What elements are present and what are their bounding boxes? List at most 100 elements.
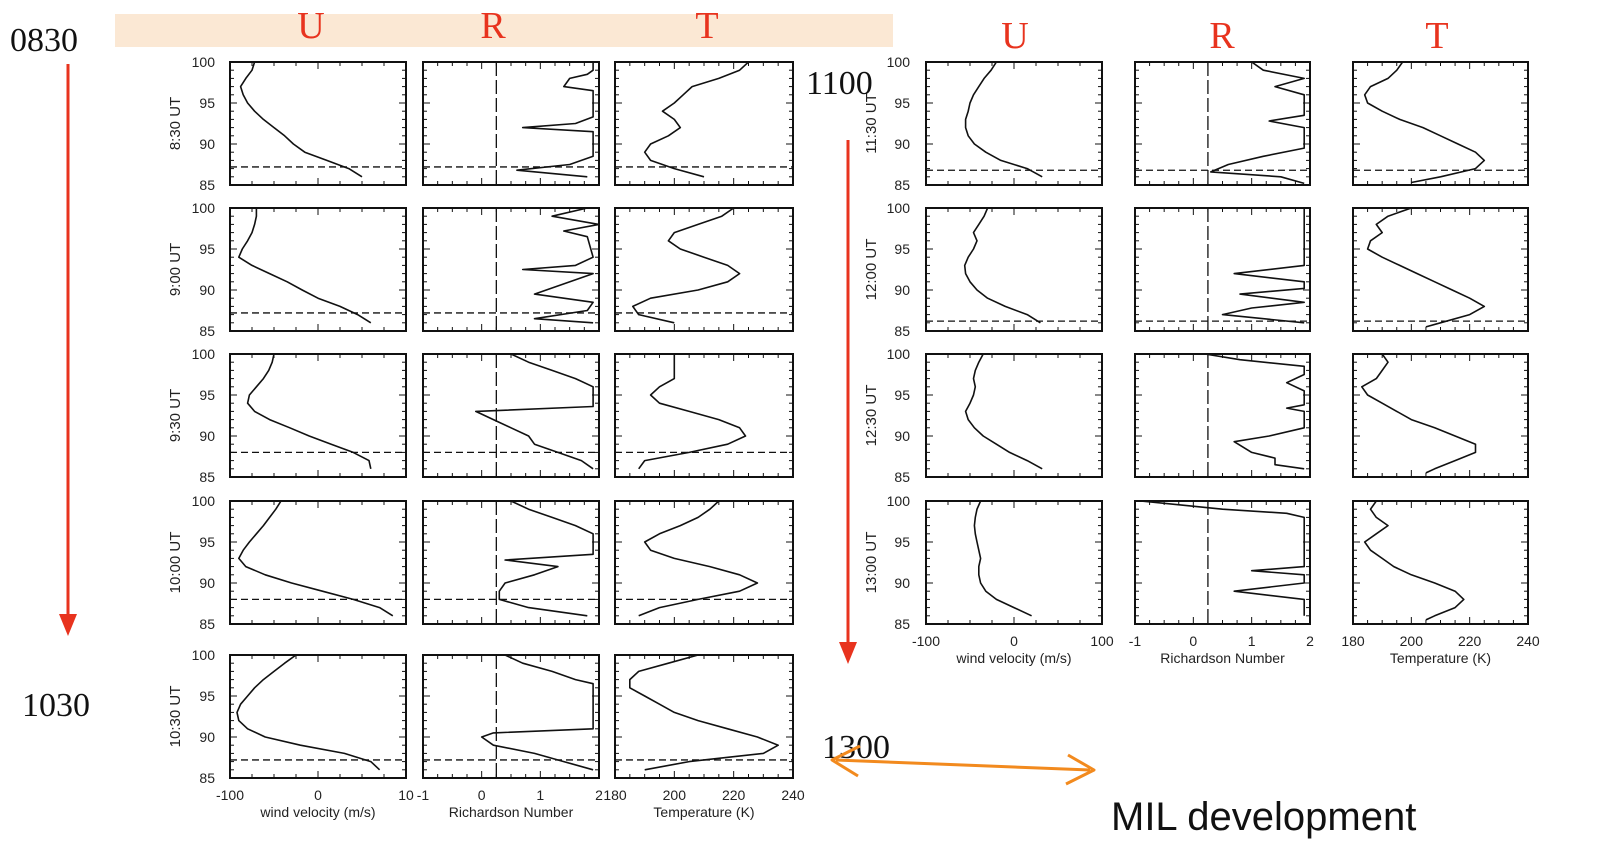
time-arrow-right [839, 140, 857, 664]
profile-line-u [963, 208, 1041, 324]
panel-u-row-3: 85 90 95 100 [192, 346, 407, 485]
y-tick-label: 85 [199, 323, 215, 339]
y-tick-label: 95 [199, 534, 215, 550]
panel-u-row-1: 85 90 95 100 [192, 54, 407, 193]
x-tick-label: 220 [1458, 633, 1482, 649]
x-tick-label: 1 [536, 787, 544, 803]
profile-line-r [480, 655, 594, 771]
panel-r-row-2 [1134, 207, 1311, 332]
x-tick-label: 2 [595, 787, 603, 803]
row-time-label: 8:30 UT [167, 97, 184, 150]
row-time-label: 10:30 UT [167, 686, 184, 748]
x-tick-label: 100 [1090, 633, 1114, 649]
profile-line-r [516, 62, 594, 178]
x-axis-label: Temperature (K) [653, 804, 754, 820]
column-header-r: R [480, 5, 506, 47]
y-tick-label: 85 [894, 469, 910, 485]
profile-line-r [1140, 501, 1305, 616]
panel-frame [614, 500, 794, 625]
panel-u-row-5: 85 90 95 100 -100 0 10 wind velocity (m/s) [192, 647, 414, 820]
profile-line-t [638, 354, 747, 470]
profile-line-t [1363, 62, 1486, 184]
panel-u-row-2: 85 90 95 100 [887, 200, 1103, 339]
end-time-left: 1030 [22, 687, 90, 724]
x-tick-label: -100 [912, 633, 940, 649]
y-tick-label: 95 [199, 688, 215, 704]
mil-double-arrow [830, 744, 1096, 786]
panel-u-row-1: 85 90 95 100 [887, 54, 1103, 193]
x-tick-label: 0 [478, 787, 486, 803]
panel-frame [1134, 353, 1311, 478]
arrow-head [59, 614, 77, 636]
double-arrow-shaft [835, 758, 1091, 772]
profile-line-t [638, 501, 759, 617]
panel-frame [1352, 353, 1529, 478]
panel-frame [1352, 61, 1529, 186]
x-tick-label: 220 [722, 787, 746, 803]
x-tick-label: 180 [603, 787, 627, 803]
y-tick-label: 90 [894, 428, 910, 444]
start-time-right: 1100 [806, 65, 873, 102]
x-tick-label: 0 [1010, 633, 1018, 649]
panel-frame [422, 353, 600, 478]
y-tick-label: 85 [894, 323, 910, 339]
column-header-t: T [1425, 15, 1448, 57]
row-time-label: 12:00 UT [863, 239, 880, 301]
column-header-t: T [695, 5, 718, 47]
y-tick-label: 95 [894, 534, 910, 550]
x-axis-label: Richardson Number [449, 804, 574, 820]
panel-t-row-5: 180 200 220 240 Temperature (K) [603, 654, 805, 820]
row-time-label: 9:00 UT [167, 243, 184, 296]
panel-u-row-3: 85 90 95 100 [887, 346, 1103, 485]
panel-r-row-4 [422, 500, 600, 625]
y-tick-label: 100 [192, 54, 216, 70]
panel-frame [229, 353, 407, 478]
panel-t-row-4: 180 200 220 240 Temperature (K) [1341, 500, 1540, 666]
y-tick-label: 85 [199, 770, 215, 786]
row-time-label: 11:30 UT [863, 93, 880, 154]
y-tick-label: 90 [199, 136, 215, 152]
panel-t-row-1 [614, 61, 794, 186]
y-tick-label: 100 [887, 493, 911, 509]
y-tick-label: 85 [199, 177, 215, 193]
y-tick-label: 100 [192, 493, 216, 509]
panel-r-row-1 [422, 61, 600, 186]
profile-line-u [238, 208, 372, 324]
panel-t-row-3 [1352, 353, 1529, 478]
y-tick-label: 90 [894, 282, 910, 298]
y-tick-label: 100 [192, 647, 216, 663]
y-tick-label: 85 [894, 616, 910, 632]
y-tick-label: 90 [199, 282, 215, 298]
panel-t-row-1 [1352, 61, 1529, 186]
profile-line-r [474, 354, 594, 470]
panel-frame [1134, 500, 1311, 625]
x-tick-label: 10 [398, 787, 414, 803]
x-tick-label: 200 [663, 787, 687, 803]
panel-frame [925, 61, 1103, 186]
row-time-label: 13:00 UT [863, 532, 880, 594]
y-tick-label: 90 [199, 575, 215, 591]
profile-line-u [246, 354, 372, 469]
panel-frame [422, 500, 600, 625]
y-tick-label: 90 [894, 575, 910, 591]
x-tick-label: -1 [417, 787, 430, 803]
y-tick-label: 90 [199, 729, 215, 745]
mil-development-caption: MIL development [1111, 795, 1417, 839]
profile-line-u [236, 655, 381, 771]
y-tick-label: 100 [887, 346, 911, 362]
y-tick-label: 100 [192, 200, 216, 216]
profile-line-r [1221, 208, 1305, 324]
x-tick-label: 2 [1306, 633, 1314, 649]
profile-line-t [1366, 208, 1486, 328]
profile-line-u [964, 354, 1043, 470]
x-tick-label: 240 [781, 787, 805, 803]
double-arrow-head-right [1065, 753, 1096, 786]
y-tick-label: 95 [894, 95, 910, 111]
panel-t-row-2 [1352, 207, 1529, 332]
y-tick-label: 95 [894, 241, 910, 257]
panel-r-row-1 [1134, 61, 1311, 186]
